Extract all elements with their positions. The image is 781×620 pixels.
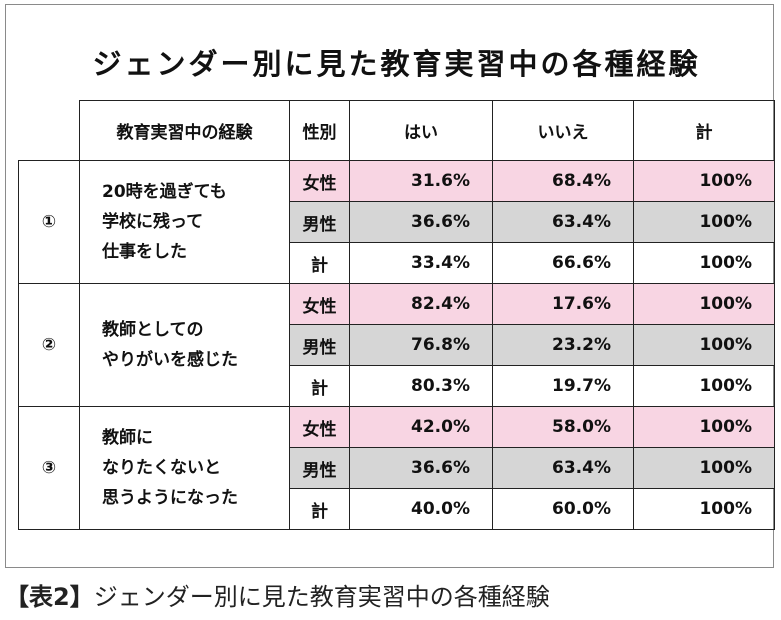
yes-cell: 40.0% (349, 488, 493, 530)
experience-cell: 20時を過ぎても 学校に残って 仕事をした (79, 160, 290, 284)
no-cell: 66.6% (492, 242, 634, 284)
experience-line: 教師に (102, 428, 153, 448)
experience-line: 思うようになった (102, 488, 238, 508)
header-no: いいえ (492, 100, 634, 161)
table-row: 男性 36.6% 63.4% 100% (19, 447, 775, 489)
total-cell: 100% (633, 160, 775, 202)
header-row: 教育実習中の経験 性別 はい いいえ 計 (18, 100, 775, 161)
page-title: ジェンダー別に見た教育実習中の各種経験 (92, 47, 701, 81)
experience-table: 教育実習中の経験 性別 はい いいえ 計 ① 20時を過ぎても 学校に残って 仕事をし… (18, 100, 775, 530)
group-number: ③ (18, 406, 80, 530)
yes-cell: 31.6% (349, 160, 493, 202)
yes-cell: 82.4% (349, 283, 493, 325)
header-yes: はい (349, 100, 493, 161)
experience-line: 仕事をした (102, 242, 187, 262)
total-cell: 100% (633, 283, 775, 325)
experience-line: やりがいを感じた (102, 350, 238, 370)
total-cell: 100% (633, 365, 775, 407)
group-number: ② (18, 283, 80, 407)
experience-line: なりたくないと (102, 458, 221, 478)
no-cell: 63.4% (492, 447, 634, 489)
gender-cell: 計 (289, 488, 350, 530)
table-row: ① 20時を過ぎても 学校に残って 仕事をした 女性 31.6% 68.4% 100% (18, 160, 775, 284)
experience-cell: 教師としてのやりがいを感じた (79, 283, 290, 407)
total-cell: 100% (633, 242, 775, 284)
total-cell: 100% (633, 324, 775, 366)
header-blank (18, 100, 80, 161)
table-row: ② 教師としての やりがいを感じた 女性 82.4% 17.6% 100% (18, 283, 775, 407)
total-cell: 100% (633, 488, 775, 530)
group-number: ① (18, 160, 80, 284)
header-gender: 性別 (289, 100, 350, 161)
gender-cell: 男性 (289, 324, 350, 366)
yes-cell: 42.0% (349, 406, 493, 448)
no-cell: 68.4% (492, 160, 634, 202)
gender-cell: 女性 (289, 283, 350, 325)
table-row: 男性 36.6% 63.4% 100% (19, 201, 775, 243)
table-row: 計 33.4% 66.6% 100% (19, 242, 775, 284)
caption-label: 【表2】 (5, 583, 94, 611)
yes-cell: 33.4% (349, 242, 493, 284)
table-row: ③ 教師に なりたくないと 思うようになった 女性 42.0% 58.0% 100% (18, 406, 775, 530)
experience-line: 20時を過ぎても (102, 182, 227, 202)
yes-cell: 76.8% (349, 324, 493, 366)
gender-cell: 計 (289, 365, 350, 407)
gender-cell: 女性 (289, 160, 350, 202)
yes-cell: 36.6% (349, 447, 493, 489)
yes-cell: 36.6% (349, 201, 493, 243)
total-cell: 100% (633, 406, 775, 448)
table-row: 計 40.0% 60.0% 100% (19, 488, 775, 530)
gender-cell: 男性 (289, 447, 350, 489)
no-cell: 23.2% (492, 324, 634, 366)
gender-cell: 男性 (289, 201, 350, 243)
total-cell: 100% (633, 201, 775, 243)
caption: 【表2】ジェンダー別に見た教育実習中の各種経験 (5, 577, 550, 612)
table-row: 計 80.3% 19.7% 100% (19, 365, 775, 407)
no-cell: 60.0% (492, 488, 634, 530)
yes-cell: 80.3% (349, 365, 493, 407)
table-row: 男性 76.8% 23.2% 100% (19, 324, 775, 366)
experience-line: 教師としての (102, 320, 204, 340)
gender-cell: 計 (289, 242, 350, 284)
gender-cell: 女性 (289, 406, 350, 448)
experience-line: 学校に残って (102, 212, 204, 232)
caption-text: ジェンダー別に見た教育実習中の各種経験 (93, 583, 550, 611)
no-cell: 19.7% (492, 365, 634, 407)
header-experience: 教育実習中の経験 (79, 100, 290, 161)
no-cell: 17.6% (492, 283, 634, 325)
total-cell: 100% (633, 447, 775, 489)
no-cell: 63.4% (492, 201, 634, 243)
experience-cell: 教師になりたくないと 思うようになった (79, 406, 290, 530)
no-cell: 58.0% (492, 406, 634, 448)
header-total: 計 (633, 100, 775, 161)
